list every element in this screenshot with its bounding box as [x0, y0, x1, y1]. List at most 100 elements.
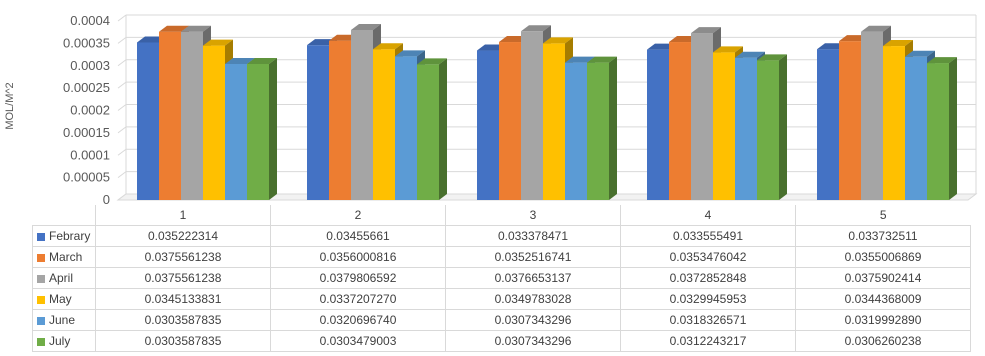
bar-top — [159, 25, 189, 32]
bar-front — [927, 63, 949, 200]
bar-front — [757, 60, 779, 200]
legend-entry: July — [32, 330, 96, 352]
data-label: 0.0307343296 — [445, 330, 621, 352]
data-label: 0.0375902414 — [795, 267, 971, 289]
data-table: 1 2 3 4 5 Febrary 0.035222314 0.03455661 0.03337… — [32, 205, 971, 352]
bar-top — [927, 57, 957, 64]
x-tick-label: 3 — [445, 205, 621, 226]
legend-swatch — [37, 316, 45, 325]
bars — [137, 23, 957, 201]
legend-entry: March — [32, 246, 96, 268]
bar — [417, 58, 447, 200]
bar-side — [609, 56, 617, 201]
bar-top — [181, 25, 211, 32]
bar-top — [691, 27, 721, 34]
gridline-side — [117, 148, 127, 156]
data-label: 0.0375561238 — [95, 246, 271, 268]
data-label: 0.0379806592 — [270, 267, 446, 289]
legend-entry: Febrary — [32, 225, 96, 247]
bar-front — [883, 46, 905, 201]
series-name: Febrary — [49, 229, 91, 243]
bar-top — [417, 58, 447, 65]
data-label: 0.03455661 — [270, 225, 446, 247]
data-label: 0.0329945953 — [620, 288, 796, 310]
bar-top — [757, 54, 787, 61]
gridline-side — [117, 126, 127, 134]
bar-side — [439, 58, 447, 200]
bar-front — [225, 63, 247, 201]
y-tick-label: 0.0002 — [70, 103, 110, 118]
data-label: 0.033732511 — [795, 225, 971, 247]
data-label: 0.0352516741 — [445, 246, 621, 268]
y-tick-label: 0.00035 — [63, 35, 110, 50]
bar-front — [543, 43, 565, 200]
bar-top — [565, 56, 595, 63]
bar-front — [839, 41, 861, 201]
legend-swatch — [37, 253, 45, 262]
x-tick-label: 5 — [795, 205, 971, 226]
data-label: 0.0344368009 — [795, 288, 971, 310]
y-tick-label: 0.00015 — [63, 125, 110, 140]
series-name: April — [49, 271, 74, 285]
gridline-side — [117, 171, 127, 179]
bar-top — [395, 50, 425, 57]
data-label: 0.0376653137 — [445, 267, 621, 289]
y-tick-label: 0.0001 — [70, 147, 110, 162]
data-label: 0.033555491 — [620, 225, 796, 247]
bar — [927, 57, 957, 200]
bar-front — [329, 40, 351, 200]
bar-front — [373, 49, 395, 200]
table-row: Febrary 0.035222314 0.03455661 0.033378471 0… — [32, 225, 971, 247]
table-row: May 0.0345133831 0.0337207270 0.0349783028 0… — [32, 288, 971, 310]
data-label: 0.0349783028 — [445, 288, 621, 310]
gridline-side — [117, 36, 127, 44]
data-label: 0.0375561238 — [95, 267, 271, 289]
data-label: 0.0303587835 — [95, 330, 271, 352]
legend-swatch — [37, 295, 45, 304]
bar — [247, 57, 277, 201]
bar-front — [417, 64, 439, 200]
x-tick-label: 4 — [620, 205, 796, 226]
x-tick-label: 2 — [270, 205, 446, 226]
bar-side — [269, 57, 277, 201]
bar-front — [817, 49, 839, 200]
bar-top — [203, 39, 233, 46]
legend-entry: April — [32, 267, 96, 289]
y-axis-ticks: 0 0.00005 0.0001 0.00015 0.0002 0.00025 0.0003… — [63, 13, 110, 207]
y-tick-label: 0.00025 — [63, 80, 110, 95]
data-label: 0.0337207270 — [270, 288, 446, 310]
legend-entry: June — [32, 309, 96, 331]
data-label: 0.0353476042 — [620, 246, 796, 268]
bar-top — [587, 56, 617, 63]
bar-side — [949, 57, 957, 200]
data-label: 0.0356000816 — [270, 246, 446, 268]
bar-front — [247, 63, 269, 201]
bar-front — [565, 62, 587, 201]
gridline-side — [117, 104, 127, 111]
y-tick-label: 0.0004 — [70, 13, 110, 28]
data-label: 0.0355006869 — [795, 246, 971, 268]
series-name: July — [49, 334, 71, 348]
legend-swatch — [37, 337, 45, 346]
data-label: 0.0307343296 — [445, 309, 621, 331]
table-row: June 0.0303587835 0.0320696740 0.0307343296… — [32, 309, 971, 331]
x-tick-label: 1 — [95, 205, 271, 226]
bar-top — [351, 23, 381, 30]
bar-front — [351, 29, 373, 201]
data-label: 0.0372852848 — [620, 267, 796, 289]
bar-front — [181, 31, 203, 200]
y-tick-label: 0.00005 — [63, 170, 110, 185]
series-name: May — [49, 292, 72, 306]
legend-swatch — [37, 232, 45, 241]
bar-top — [883, 40, 913, 47]
bar-top — [247, 57, 277, 64]
bar-top — [225, 57, 255, 64]
bar-front — [735, 57, 757, 200]
gridline-side — [117, 59, 127, 67]
bar-top — [905, 50, 935, 57]
bar-front — [691, 33, 713, 200]
data-label: 0.0303587835 — [95, 309, 271, 331]
bar-top — [735, 51, 765, 58]
data-label: 0.035222314 — [95, 225, 271, 247]
